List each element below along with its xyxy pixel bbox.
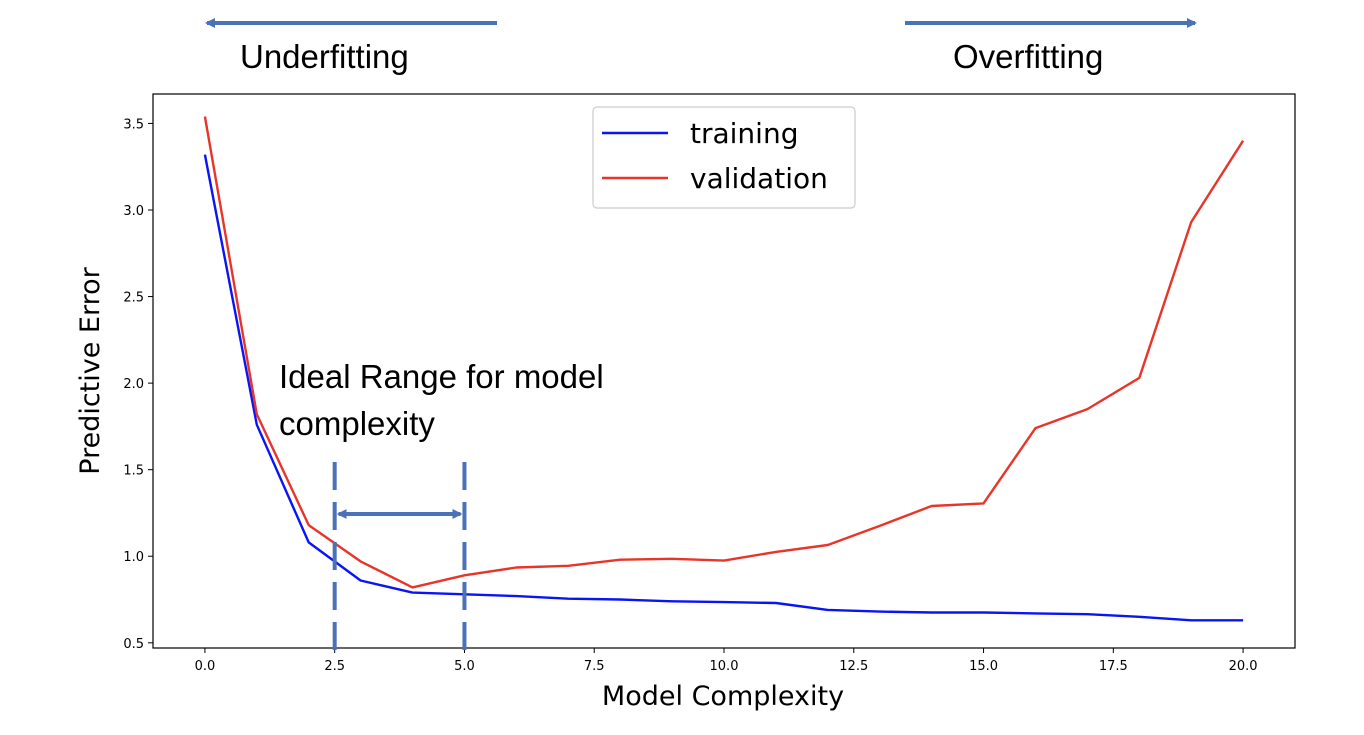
y-tick-label: 3.0 [123,204,144,219]
y-tick-label: 0.5 [123,637,144,652]
underfitting-label: Underfitting [240,38,409,75]
y-tick-label: 2.5 [123,291,144,306]
y-tick-label: 1.5 [123,464,144,479]
ideal-range-label-line1: Ideal Range for model [279,358,604,395]
ideal-range-markers [332,462,467,652]
y-tick-label: 3.5 [123,117,144,132]
y-axis-ticks: 0.5 1.0 1.5 2.0 2.5 3.0 3.5 [123,117,153,652]
x-axis-label: Model Complexity [602,681,844,712]
x-tick-label: 7.5 [584,659,605,674]
overfitting-label: Overfitting [953,38,1103,75]
series-lines [203,116,1245,622]
legend-label-validation: validation [690,162,828,195]
y-tick-label: 2.0 [123,377,144,392]
x-tick-label: 0.0 [195,659,216,674]
x-tick-label: 5.0 [454,659,475,674]
y-tick-label: 1.0 [123,550,144,565]
legend: training validation [592,106,856,209]
x-tick-label: 10.0 [710,659,739,674]
x-axis-ticks: 0.0 2.5 5.0 7.5 10.0 12.5 15.0 17.5 20.0 [195,648,1258,674]
legend-label-training: training [690,117,798,150]
series-line-validation [203,116,1245,589]
y-axis-label: Predictive Error [75,266,106,474]
ideal-range-label-line2: complexity [279,405,435,442]
x-tick-label: 12.5 [839,659,868,674]
x-tick-label: 15.0 [969,659,998,674]
series-line-training [203,154,1244,622]
x-tick-label: 20.0 [1229,659,1258,674]
x-tick-label: 2.5 [324,659,345,674]
x-tick-label: 17.5 [1099,659,1128,674]
